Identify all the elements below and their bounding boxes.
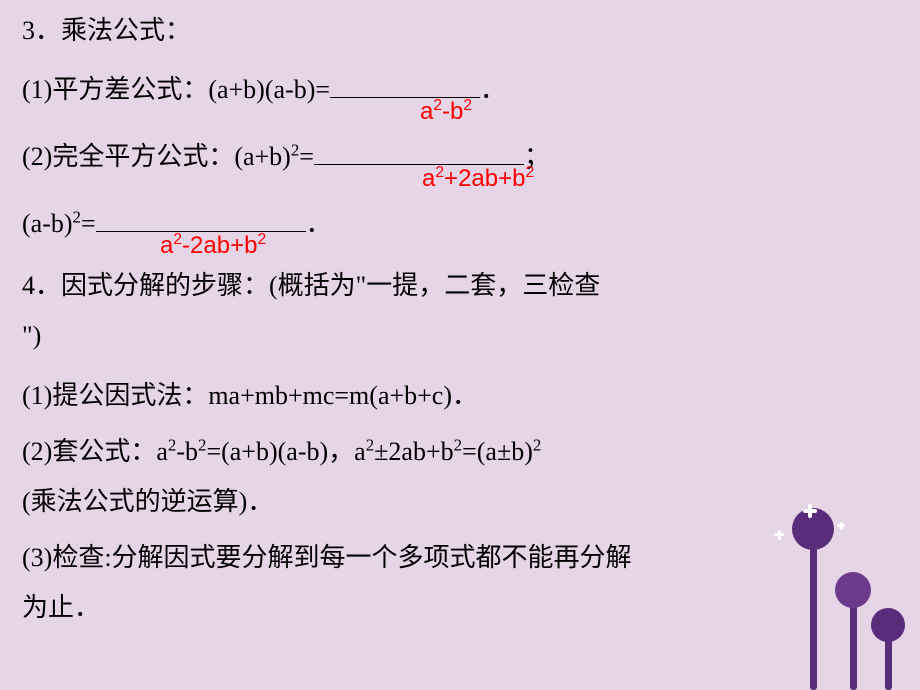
text: (1)平方差公式：(a+b)(a-b)= [22, 75, 330, 104]
line-4-heading-a: 4．因式分解的步骤：(概括为"一提，二套，三检查 [22, 273, 898, 299]
answer-2: a2+2ab+b2 [422, 167, 534, 191]
line-4-heading-b: ") [22, 323, 898, 349]
text: 3．乘法公式： [22, 16, 191, 45]
answer-1: a2-b2 [420, 100, 472, 124]
decoration-flowers [740, 500, 920, 690]
text: ． [306, 209, 332, 238]
text: ") [22, 321, 41, 350]
text: (3)检查:分解因式要分解到每一个多项式都不能再分解 [22, 543, 632, 572]
blank-3 [96, 206, 306, 232]
text: (2)完全平方公式：(a+b)2= [22, 142, 314, 171]
text: (1)提公因式法：ma+mb+mc=m(a+b+c)． [22, 381, 478, 410]
formula-perfect-square-minus: (a-b)2=． a2-2ab+b2 [22, 206, 898, 237]
text: 4．因式分解的步骤：(概括为"一提，二套，三检查 [22, 271, 600, 300]
text: ． [480, 75, 506, 104]
blank-2 [314, 139, 524, 165]
formula-diff-squares: (1)平方差公式：(a+b)(a-b)=． a2-b2 [22, 72, 898, 103]
text: (乘法公式的逆运算)． [22, 487, 273, 516]
text: 为止． [22, 593, 100, 622]
blank-1 [330, 72, 480, 98]
text: (2)套公式：a2-b2=(a+b)(a-b)，a2±2ab+b2=(a±b)2 [22, 437, 541, 466]
factor-step-1: (1)提公因式法：ma+mb+mc=m(a+b+c)． [22, 383, 898, 409]
text: (a-b)2= [22, 209, 96, 238]
answer-3: a2-2ab+b2 [160, 234, 266, 258]
formula-perfect-square-plus: (2)完全平方公式：(a+b)2=； a2+2ab+b2 [22, 139, 898, 170]
line-3-heading: 3．乘法公式： [22, 18, 898, 44]
factor-step-2a: (2)套公式：a2-b2=(a+b)(a-b)，a2±2ab+b2=(a±b)2 [22, 439, 898, 465]
